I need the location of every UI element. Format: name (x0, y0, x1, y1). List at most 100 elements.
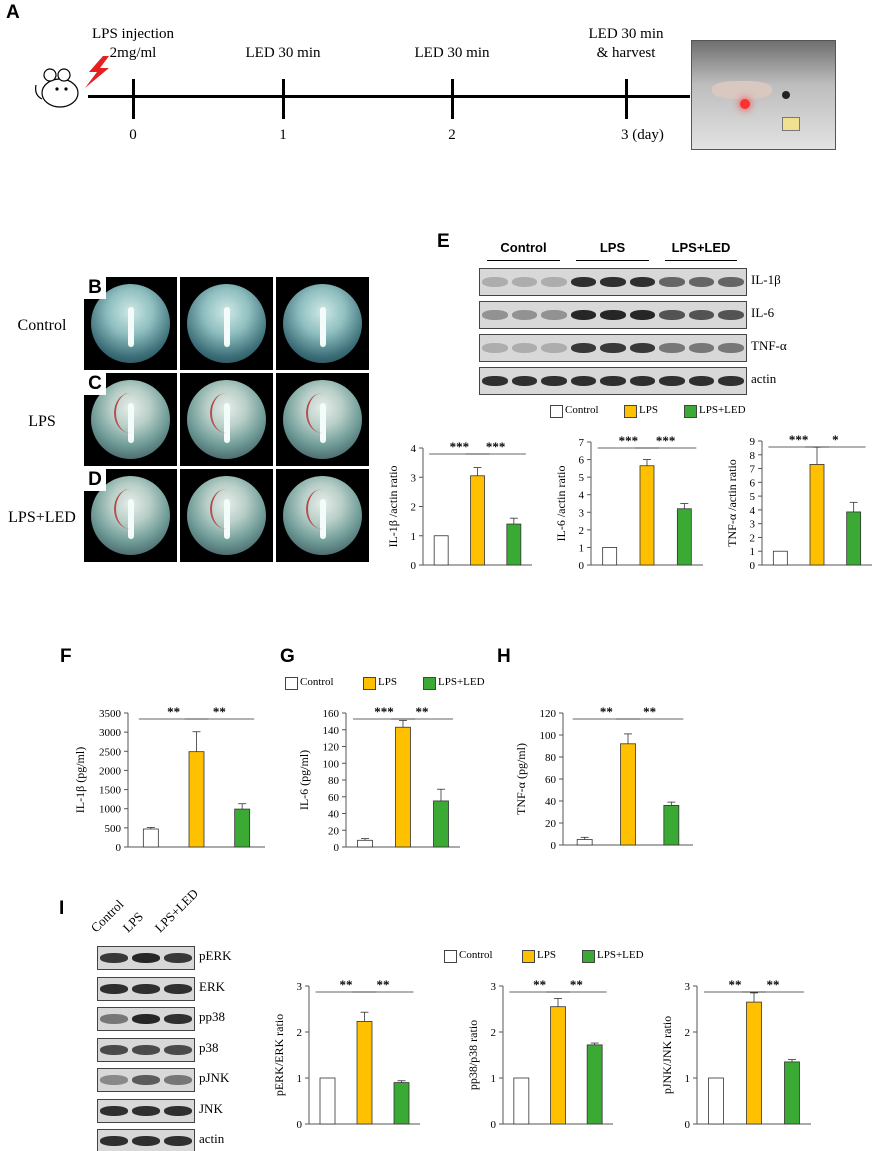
mouse-led-photo (691, 40, 836, 150)
blot-row-label: pJNK (199, 1070, 230, 1085)
y-tick-label: 2000 (99, 765, 122, 777)
panel-label-d: D (84, 469, 106, 491)
y-tick-label: 7 (750, 464, 756, 476)
bar (433, 800, 449, 848)
y-axis-label: IL-6 /actin ratio (554, 466, 568, 542)
bar (188, 751, 205, 848)
significance-label: ** (729, 977, 742, 992)
panel-label-e: E (437, 231, 450, 252)
y-tick-label: 40 (328, 809, 340, 821)
timeline-event-label: LPS injection (91, 26, 175, 42)
legend-swatch (444, 950, 457, 963)
blot-strip (97, 1068, 195, 1092)
y-tick-label: 3 (579, 507, 585, 519)
panel-label-g: G (280, 646, 295, 667)
legend-label: LPS (639, 404, 658, 416)
significance-label: ** (570, 977, 583, 992)
significance-label: ** (416, 704, 429, 719)
y-axis-label: IL-6 (pg/ml) (297, 750, 311, 810)
timeline-axis (88, 95, 690, 98)
y-tick-label: 1 (491, 1073, 497, 1085)
panel-label-c: C (84, 373, 106, 395)
y-axis-label: pERK/ERK ratio (272, 1014, 286, 1096)
blot-strip (479, 301, 747, 329)
bar (550, 1006, 566, 1125)
blot-group-label: Control (87, 896, 127, 936)
bar (470, 475, 485, 566)
y-tick-label: 1 (750, 546, 756, 558)
y-tick-label: 0 (579, 560, 585, 572)
bar (234, 808, 251, 848)
y-tick-label: 120 (540, 708, 557, 720)
legend-swatch (624, 405, 637, 418)
y-tick-label: 1 (411, 531, 417, 543)
legend-label: LPS+LED (438, 676, 485, 688)
legend-swatch (363, 677, 376, 690)
timeline-day-label: 0 (129, 127, 137, 143)
blot-row-label: TNF-α (751, 338, 787, 353)
significance-label: ** (643, 704, 656, 719)
y-tick-label: 0 (685, 1119, 691, 1131)
y-tick-label: 1000 (99, 804, 122, 816)
y-tick-label: 0 (551, 840, 557, 852)
timeline-event-label: LED 30 min (245, 45, 321, 61)
fundus-image (84, 469, 177, 562)
y-tick-label: 80 (545, 752, 557, 764)
legend-swatch (423, 677, 436, 690)
bar (395, 726, 411, 848)
timeline-event-sublabel: 2mg/ml (109, 45, 157, 61)
injection-bolt-icon (83, 56, 111, 88)
blot-row-label: actin (199, 1131, 225, 1146)
timeline-event-label: LED 30 min (414, 45, 490, 61)
blot-group-underline (487, 260, 560, 261)
bar (676, 508, 692, 566)
y-tick-label: 20 (545, 818, 557, 830)
fundus-image (180, 469, 273, 562)
timeline-event-label: LED 30 min (588, 26, 664, 42)
legend-swatch (522, 950, 535, 963)
eye-row-label: LPS (28, 413, 56, 430)
y-tick-label: 3 (685, 981, 691, 993)
panel-label-i: I (59, 898, 65, 919)
y-tick-label: 4 (579, 490, 585, 502)
y-tick-label: 2500 (99, 746, 122, 758)
timeline-event-sublabel: & harvest (596, 45, 656, 61)
y-tick-label: 20 (328, 825, 340, 837)
blot-row-label: ERK (199, 978, 225, 994)
y-tick-label: 0 (297, 1119, 303, 1131)
y-axis-label: pJNK/JNK ratio (660, 1016, 674, 1094)
blot-strip (479, 334, 747, 362)
fundus-image (276, 277, 369, 370)
y-tick-label: 1 (579, 542, 585, 554)
y-tick-label: 100 (323, 758, 340, 770)
significance-label: * (832, 432, 839, 447)
blot-row-label: JNK (199, 1100, 223, 1116)
significance-label: *** (374, 704, 394, 719)
bar (772, 550, 788, 566)
blot-row-label: p38 (199, 1039, 219, 1055)
y-tick-label: 40 (545, 796, 557, 808)
y-tick-label: 5 (750, 491, 756, 503)
blot-group-underline (576, 260, 649, 261)
y-tick-label: 3 (750, 519, 756, 531)
bar (357, 839, 373, 848)
blot-row-label: pERK (199, 948, 232, 963)
significance-label: ** (767, 977, 780, 992)
y-tick-label: 4 (411, 443, 417, 455)
blot-strip (97, 1007, 195, 1031)
y-tick-label: 0 (411, 560, 417, 572)
significance-label: ** (600, 704, 613, 719)
y-axis-label: IL-1β (pg/ml) (73, 747, 87, 813)
blot-strip (479, 367, 747, 395)
y-tick-label: 3 (491, 981, 497, 993)
eye-row-label: Control (17, 317, 67, 334)
fundus-image (276, 373, 369, 466)
y-tick-label: 1 (297, 1073, 303, 1085)
blot-strip (479, 268, 747, 296)
fundus-image (84, 373, 177, 466)
bar (809, 464, 825, 566)
y-tick-label: 3 (297, 981, 303, 993)
y-tick-label: 160 (323, 708, 340, 720)
blot-group-label: LPS+LED (151, 885, 202, 936)
significance-label: *** (619, 433, 639, 448)
